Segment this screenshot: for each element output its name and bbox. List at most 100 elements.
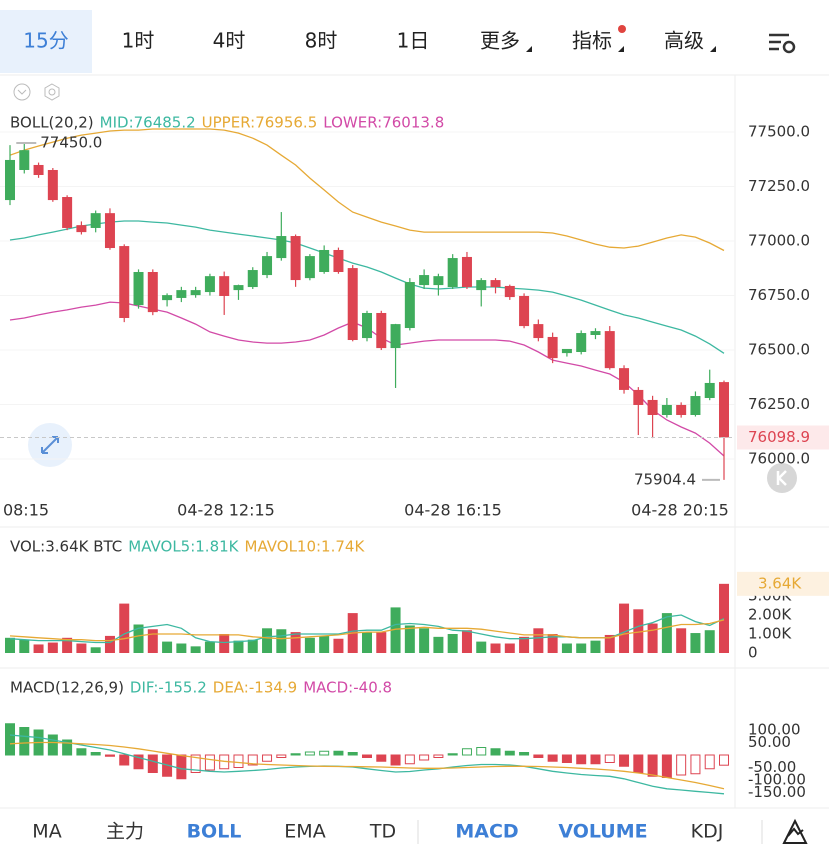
x-tick-label: 04-28 12:15 xyxy=(177,501,275,520)
y-tick-label: -50.00 xyxy=(748,758,796,776)
volume-bar xyxy=(576,643,587,653)
macd-bar xyxy=(490,748,501,756)
tab[interactable]: 8时 xyxy=(305,29,338,53)
volume-bar xyxy=(476,641,487,653)
macd-bar xyxy=(76,748,87,756)
y-tick-label: -100.00 xyxy=(748,771,806,789)
legend-entry: DEA:-134.9 xyxy=(213,679,297,697)
y-tick-label: 50.00 xyxy=(748,733,791,751)
settings-icon[interactable] xyxy=(769,33,796,54)
macd-bar xyxy=(319,750,330,756)
macd-bar xyxy=(233,754,244,768)
collapse-icon[interactable] xyxy=(13,83,31,101)
volume-bar xyxy=(690,633,701,653)
indicator-bar: MA 主力 BOLL EMA TD MACD VOLUME KDJ xyxy=(32,821,723,843)
macd-bar xyxy=(447,753,458,756)
candle-body xyxy=(504,285,515,298)
candle-body xyxy=(276,236,287,259)
indicator-line xyxy=(9,741,725,790)
badge-dot xyxy=(618,25,626,33)
last-price-label: 76098.9 xyxy=(748,428,810,446)
tab[interactable]: 指标 xyxy=(572,29,612,53)
tab[interactable]: 更多 xyxy=(480,29,520,53)
y-tick-label: 76000.0 xyxy=(748,450,810,468)
volume-bar xyxy=(19,639,30,653)
tab[interactable]: 高级 xyxy=(664,29,704,53)
macd-bar xyxy=(519,752,530,756)
indicator[interactable]: BOLL xyxy=(187,821,242,843)
tab[interactable]: 1日 xyxy=(397,29,430,53)
volume-bar xyxy=(704,630,715,653)
volume-bar xyxy=(204,641,215,653)
volume-bar xyxy=(390,607,401,653)
macd-bar xyxy=(190,754,201,773)
x-tick-label: 08:15 xyxy=(3,501,49,520)
macd-bar xyxy=(633,754,644,773)
candle-body xyxy=(262,256,273,276)
candle-body xyxy=(404,282,415,329)
tab[interactable]: 4时 xyxy=(213,29,246,53)
candle-body xyxy=(419,275,430,286)
volume-bar xyxy=(190,646,201,653)
macd-bar xyxy=(576,754,587,765)
macd-bar xyxy=(133,754,144,770)
volume-bar xyxy=(147,629,158,653)
dropdown-icon xyxy=(618,46,624,52)
last-volume-box xyxy=(737,571,829,596)
candle-body xyxy=(719,382,729,438)
legend-entry: UPPER:76956.5 xyxy=(202,114,318,132)
macd-bar xyxy=(19,727,30,756)
y-tick-label: 0 xyxy=(748,644,758,662)
macd-bar xyxy=(247,754,258,766)
tab[interactable]: 1时 xyxy=(122,29,155,53)
macd-bar xyxy=(119,754,130,766)
macd-bar xyxy=(376,754,387,762)
tab[interactable]: 15分 xyxy=(23,29,68,53)
y-tick-label: 76250.0 xyxy=(748,395,810,413)
settings-hex-icon[interactable] xyxy=(44,83,60,101)
macd-bar xyxy=(147,754,158,773)
last-volume-label: 3.64K xyxy=(758,574,802,592)
indicator[interactable]: EMA xyxy=(284,821,325,843)
indicator[interactable]: 主力 xyxy=(106,821,144,843)
volume-bar xyxy=(233,640,244,653)
volume-bar xyxy=(47,642,58,653)
legend-title: MACD(12,26,9) xyxy=(10,679,124,697)
candle-body xyxy=(33,164,44,175)
macd-bar xyxy=(619,754,630,767)
y-tick-label: 2.00K xyxy=(748,605,792,623)
macd-bar xyxy=(204,754,215,771)
macd-bar xyxy=(604,754,615,763)
volume-bar xyxy=(247,639,258,653)
scroll-end-button[interactable] xyxy=(767,463,797,493)
volume-bar xyxy=(604,634,615,653)
candle-body xyxy=(519,295,530,327)
dropdown-icon xyxy=(710,46,716,52)
volume-bar xyxy=(719,583,729,653)
legend-title: BOLL(20,2) xyxy=(10,114,94,132)
candle-body xyxy=(433,276,444,286)
volume-bar xyxy=(104,635,115,653)
candle-body xyxy=(119,246,130,318)
candle-body xyxy=(490,280,501,288)
volume-bar xyxy=(376,632,387,653)
candle-body xyxy=(619,368,630,390)
indicator[interactable]: MACD xyxy=(455,821,518,843)
indicator-line xyxy=(9,220,725,354)
indicator[interactable]: TD xyxy=(369,821,396,843)
indicator[interactable]: KDJ xyxy=(691,821,724,843)
indicator[interactable]: MA xyxy=(32,821,61,843)
macd-bar xyxy=(176,754,187,780)
dropdown-icon xyxy=(526,46,532,52)
indicator[interactable]: VOLUME xyxy=(558,821,647,843)
volume-bar xyxy=(419,628,430,653)
y-tick-label: 1.00K xyxy=(748,624,792,642)
candle-body xyxy=(576,333,587,353)
macd-bar xyxy=(47,734,58,756)
macd-bar xyxy=(590,754,601,765)
candle-body xyxy=(461,256,472,288)
drawing-tool-icon[interactable] xyxy=(782,818,808,844)
volume-bar xyxy=(119,603,130,653)
candle-body xyxy=(362,312,372,339)
